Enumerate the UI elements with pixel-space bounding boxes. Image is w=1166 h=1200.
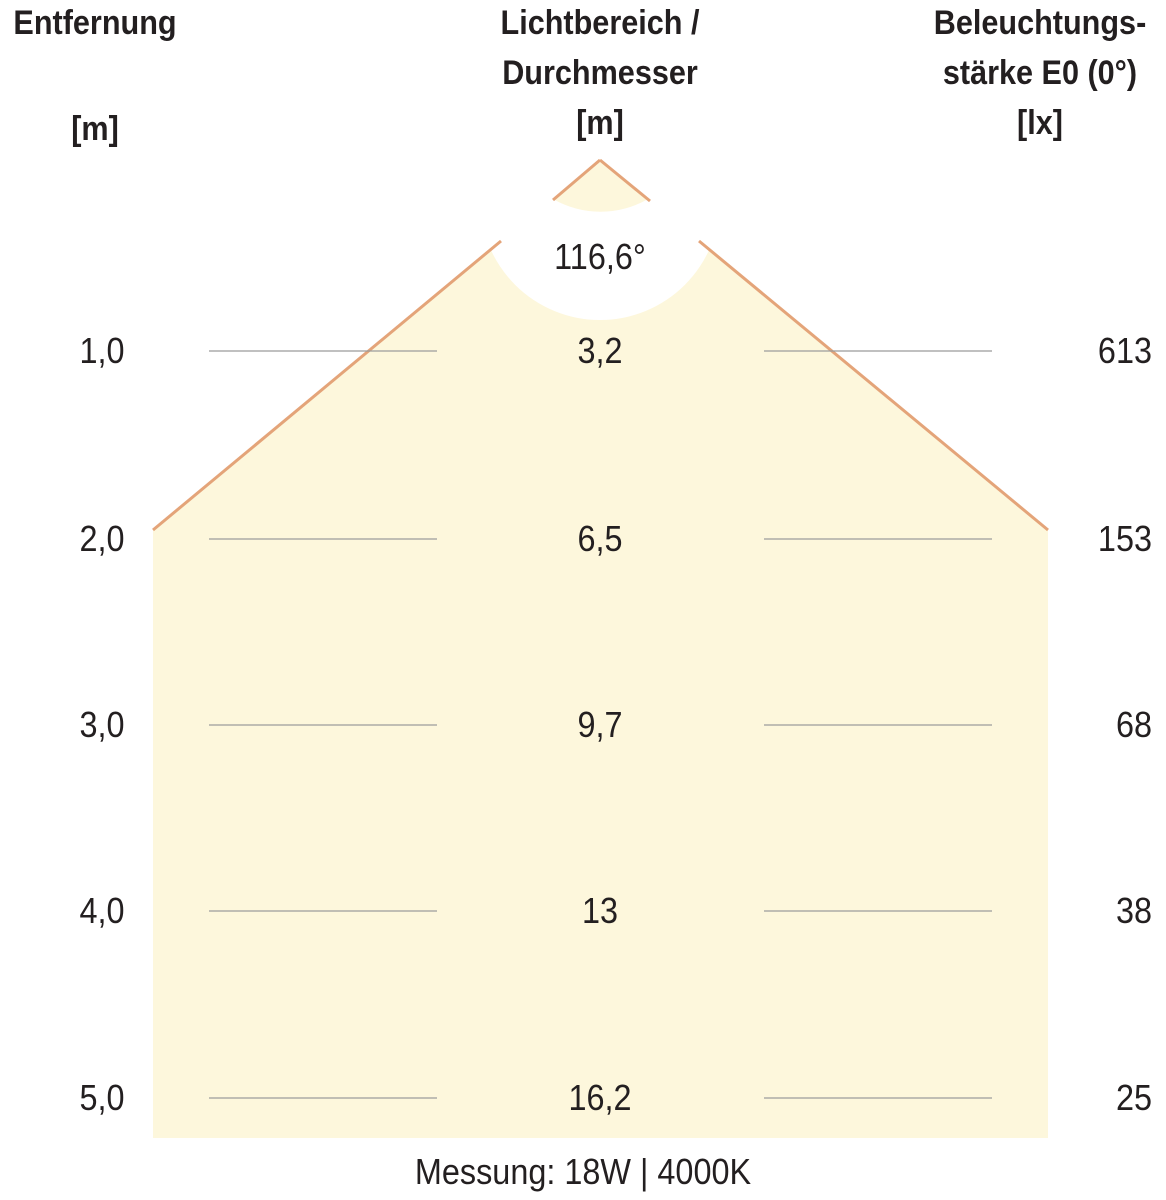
beam-angle-label: 116,6° bbox=[554, 236, 646, 277]
diameter-value: 16,2 bbox=[568, 1077, 632, 1118]
beam-edge-apex-left bbox=[552, 158, 601, 202]
measurement-footer: Messung: 18W | 4000K bbox=[414, 1151, 752, 1192]
distance-value: 5,0 bbox=[79, 1077, 125, 1118]
header-distance-unit: [m] bbox=[71, 110, 119, 148]
beam-edge-apex-right bbox=[599, 158, 651, 203]
guide-lines bbox=[209, 350, 992, 1099]
distance-value: 1,0 bbox=[79, 330, 125, 371]
distance-value: 4,0 bbox=[79, 890, 125, 931]
beam-apex bbox=[553, 160, 648, 199]
distance-value: 3,0 bbox=[79, 704, 125, 745]
diameter-value: 13 bbox=[581, 890, 619, 931]
apex-arc-fill bbox=[553, 199, 648, 212]
illuminance-value: 68 bbox=[1115, 704, 1152, 745]
illuminance-value: 25 bbox=[1115, 1077, 1152, 1118]
header-illuminance-line2: stärke E0 (0°) bbox=[942, 54, 1138, 92]
header-illuminance-line1: Beleuchtungs- bbox=[933, 4, 1147, 42]
beam-edge-right bbox=[698, 239, 1049, 532]
illuminance-value: 613 bbox=[1097, 330, 1152, 371]
diameter-value: 3,2 bbox=[577, 330, 623, 371]
header-diameter-unit: [m] bbox=[576, 104, 624, 142]
header-illuminance: Beleuchtungs- stärke E0 (0°) [lx] bbox=[905, 0, 1166, 148]
distance-value: 2,0 bbox=[79, 518, 125, 559]
diameter-value: 9,7 bbox=[577, 704, 623, 745]
illuminance-value: 38 bbox=[1115, 890, 1152, 931]
beam-edge-left bbox=[152, 239, 502, 532]
beam-area bbox=[153, 160, 1048, 1138]
angle-cutout bbox=[480, 160, 720, 320]
header-distance-line1: Entfernung bbox=[13, 4, 177, 42]
header-distance: Entfernung [m] bbox=[0, 0, 217, 154]
illuminance-value: 153 bbox=[1097, 518, 1152, 559]
header-illuminance-unit: [lx] bbox=[1017, 104, 1063, 142]
diameter-value: 6,5 bbox=[577, 518, 623, 559]
header-diameter: Lichtbereich / Durchmesser [m] bbox=[456, 0, 744, 148]
header-diameter-line1: Lichtbereich / bbox=[500, 4, 700, 42]
header-diameter-line2: Durchmesser bbox=[502, 54, 698, 92]
